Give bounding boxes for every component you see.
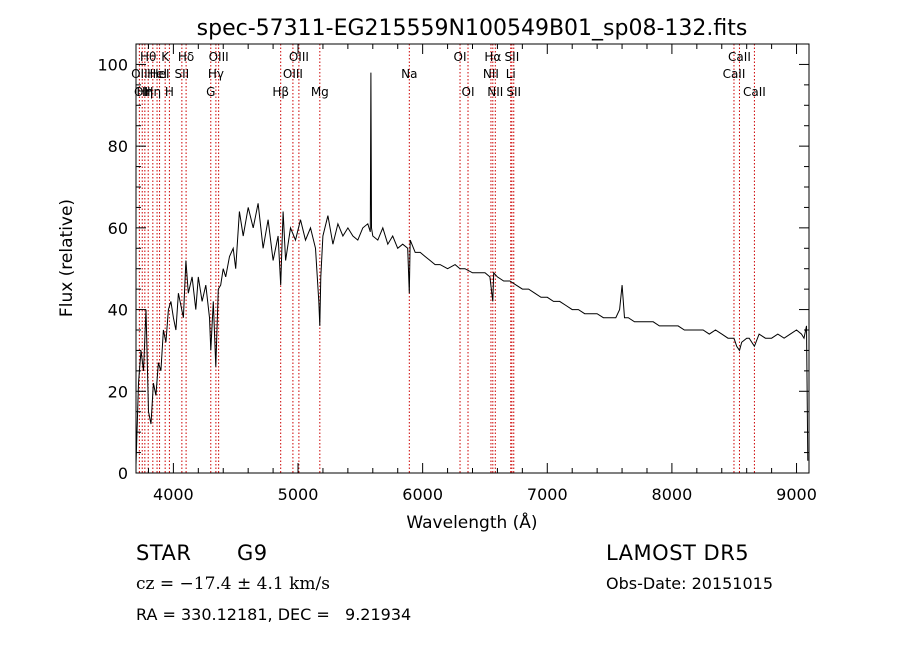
y-tick-label: 20 xyxy=(108,382,128,401)
line-label: CaII xyxy=(743,85,766,99)
line-label: Hθ xyxy=(140,50,156,64)
plot-frame xyxy=(135,43,810,474)
line-label: SII xyxy=(505,50,520,64)
y-tick-label: 100 xyxy=(97,55,128,74)
x-axis-label: Wavelength (Å) xyxy=(406,511,537,533)
line-label: Na xyxy=(401,67,417,81)
x-axis-ticks: 4000 5000 6000 7000 8000 9000 xyxy=(147,44,817,504)
line-label: Mg xyxy=(311,85,329,99)
line-label: Li xyxy=(506,67,516,81)
line-label: K xyxy=(161,50,170,64)
line-label: OI xyxy=(462,85,475,99)
line-label: NII xyxy=(483,67,499,81)
y-tick-label: 0 xyxy=(118,464,128,483)
line-label: OI xyxy=(454,50,467,64)
survey-name: LAMOST DR5 xyxy=(606,541,750,565)
x-tick-label: 7000 xyxy=(527,485,568,504)
line-label: SII xyxy=(506,85,521,99)
line-label: Hα xyxy=(484,50,501,64)
chart-title: spec-57311-EG215559N100549B01_sp08-132.f… xyxy=(197,16,748,41)
spectral-line-labels: OIIOIIHηHθHηHeIHeIKHSIIHδGHγOIIIHβOIIIOI… xyxy=(131,50,766,99)
line-label: Hδ xyxy=(178,50,194,64)
line-label: HeI xyxy=(150,67,170,81)
object-type: STAR xyxy=(136,541,192,565)
line-label: Hγ xyxy=(208,67,224,81)
line-label: OIII xyxy=(283,67,303,81)
x-tick-label: 4000 xyxy=(153,485,194,504)
line-label: NII xyxy=(487,85,503,99)
y-tick-label: 60 xyxy=(108,219,128,238)
line-label: Hη xyxy=(145,85,162,99)
line-label: Hη xyxy=(137,85,154,99)
y-axis-ticks: 0 20 40 60 80 100 xyxy=(97,55,809,483)
observation-date: Obs-Date: 20151015 xyxy=(606,574,774,593)
y-tick-label: 40 xyxy=(108,301,128,320)
subclass: G9 xyxy=(237,541,268,565)
x-tick-label: 9000 xyxy=(776,485,817,504)
line-label: G xyxy=(206,85,215,99)
coordinates: RA = 330.12181, DEC = 9.21934 xyxy=(136,605,412,624)
redshift-cz: cz = −17.4 ± 4.1 km/s xyxy=(136,574,330,594)
x-tick-label: 8000 xyxy=(652,485,693,504)
spectrum-line xyxy=(135,72,809,465)
y-axis-label: Flux (relative) xyxy=(57,199,77,317)
line-label: SII xyxy=(175,67,190,81)
line-label: OII xyxy=(131,67,148,81)
line-label: Hβ xyxy=(272,85,289,99)
y-tick-label: 80 xyxy=(108,137,128,156)
x-tick-label: 5000 xyxy=(278,485,319,504)
spectral-line-markers xyxy=(138,44,755,473)
line-label: CaII xyxy=(728,50,751,64)
line-label: OIII xyxy=(289,50,309,64)
spectrum-chart: spec-57311-EG215559N100549B01_sp08-132.f… xyxy=(57,16,817,533)
line-label: OIII xyxy=(209,50,229,64)
line-label: CaII xyxy=(723,67,746,81)
x-tick-label: 6000 xyxy=(402,485,443,504)
line-label: HeI xyxy=(147,67,167,81)
line-label: OII xyxy=(134,85,151,99)
line-label: H xyxy=(165,85,174,99)
